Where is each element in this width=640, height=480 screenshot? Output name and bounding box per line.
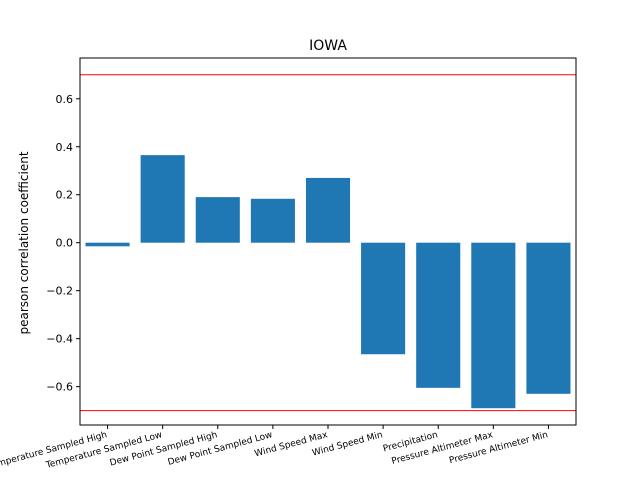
plot-frame: [79, 57, 577, 426]
bar-6: [361, 242, 406, 355]
y-tick-label: 0.2: [56, 189, 74, 202]
y-tick-label: 0.0: [56, 237, 74, 250]
bar-4: [250, 198, 295, 243]
y-tick-label: −0.2: [46, 285, 73, 298]
bars: [85, 155, 571, 409]
bar-9: [526, 242, 571, 394]
bar-2: [140, 155, 185, 243]
y-tick-label: −0.6: [46, 381, 73, 394]
y-tick-label: −0.4: [46, 333, 73, 346]
y-axis-ticks: −0.6 −0.4 −0.2 0.0 0.2 0.4 0.6: [46, 93, 80, 394]
bar-7: [416, 242, 461, 388]
chart-title: IOWA: [309, 38, 347, 54]
bar-8: [471, 242, 516, 409]
y-tick-label: 0.4: [56, 141, 74, 154]
y-tick-label: 0.6: [56, 93, 74, 106]
bar-1: [85, 242, 130, 247]
reference-lines: [80, 74, 576, 412]
y-axis-label: pearson correlation coefficient: [17, 151, 31, 334]
bar-3: [195, 197, 240, 243]
bar-5: [305, 177, 351, 243]
